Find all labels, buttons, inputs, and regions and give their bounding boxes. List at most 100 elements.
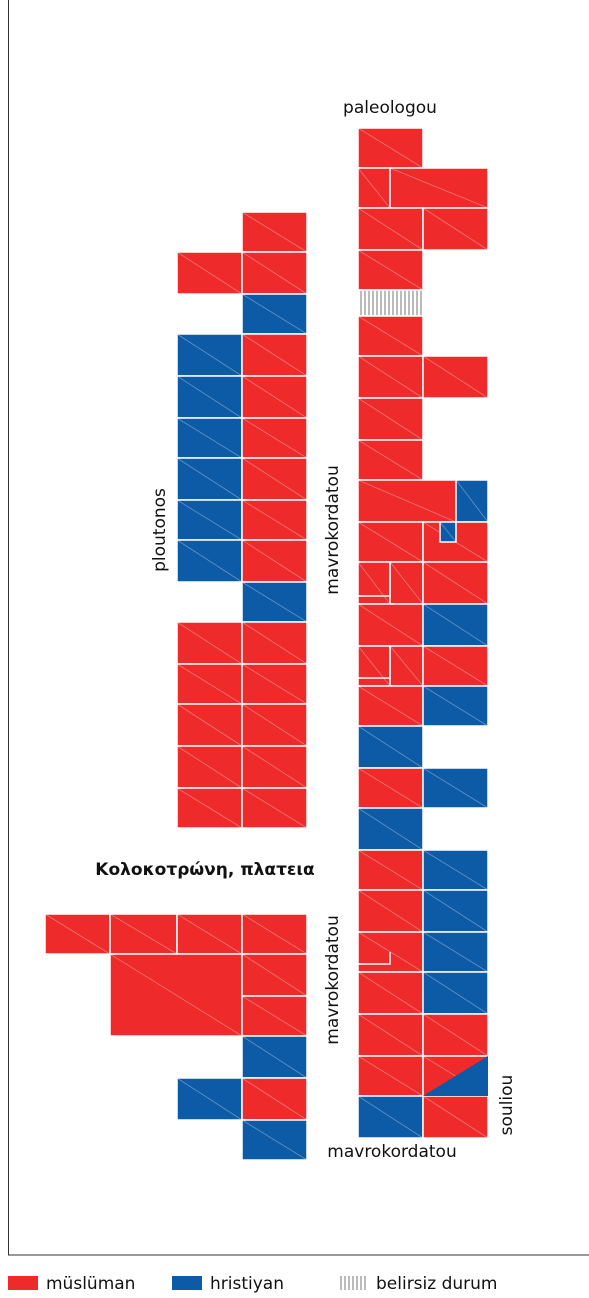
legend-swatch xyxy=(172,1276,202,1290)
hatch xyxy=(357,521,424,563)
block xyxy=(241,375,308,419)
block xyxy=(176,251,243,295)
hatch xyxy=(389,645,424,687)
block xyxy=(422,767,489,809)
hatch xyxy=(422,971,489,1015)
block xyxy=(357,479,457,523)
hatch xyxy=(241,995,308,1037)
block xyxy=(422,685,489,727)
block xyxy=(241,581,308,623)
frame xyxy=(8,0,589,1256)
hatch xyxy=(241,663,308,705)
hatch xyxy=(422,889,489,933)
hatch xyxy=(109,953,243,1037)
hatch xyxy=(422,355,489,399)
hatch xyxy=(357,807,424,851)
hatch xyxy=(422,849,489,891)
hatch xyxy=(176,703,243,747)
hatch xyxy=(241,1077,308,1121)
street-label: mavrokordatou xyxy=(323,465,343,594)
block-split xyxy=(423,1056,488,1096)
legend-label: hristiyan xyxy=(210,1274,284,1294)
hatch xyxy=(176,745,243,789)
block xyxy=(357,315,424,357)
block xyxy=(176,499,243,541)
hatch xyxy=(357,603,424,647)
block xyxy=(357,603,424,647)
block xyxy=(176,787,243,829)
block xyxy=(176,621,243,665)
hatch xyxy=(241,913,308,955)
hatch xyxy=(439,521,457,543)
hatch xyxy=(422,1013,489,1057)
hatch xyxy=(176,913,243,955)
block xyxy=(422,355,489,399)
hatch xyxy=(241,703,308,747)
block xyxy=(357,521,424,563)
block xyxy=(44,913,111,955)
hatch xyxy=(176,499,243,541)
block xyxy=(422,603,489,647)
hatch xyxy=(357,849,424,891)
hatch xyxy=(357,725,424,769)
block xyxy=(422,889,489,933)
hatch xyxy=(389,561,424,605)
street-label: mavrokordatou xyxy=(323,915,343,1044)
block xyxy=(422,849,489,891)
hatch xyxy=(176,417,243,459)
notch xyxy=(358,952,391,965)
hatch xyxy=(241,1119,308,1161)
block xyxy=(357,439,424,481)
hatch xyxy=(176,621,243,665)
block xyxy=(176,1077,243,1121)
hatch xyxy=(176,375,243,419)
hatch xyxy=(241,745,308,789)
hatch xyxy=(357,1095,424,1139)
block xyxy=(357,127,424,169)
hatch xyxy=(241,375,308,419)
hatch xyxy=(357,397,424,441)
block xyxy=(422,561,489,605)
hatch xyxy=(241,1035,308,1079)
hatch xyxy=(176,539,243,583)
hatch xyxy=(241,333,308,377)
block xyxy=(422,971,489,1015)
hatch xyxy=(357,167,391,209)
block xyxy=(357,355,424,399)
hatch xyxy=(357,561,391,605)
street-label: ploutonos xyxy=(150,488,170,572)
block xyxy=(241,333,308,377)
hatch xyxy=(455,479,489,523)
legend: müslüman hristiyan belirsiz durum xyxy=(8,1274,497,1294)
hatch xyxy=(176,333,243,377)
hatch xyxy=(357,1013,424,1057)
block xyxy=(357,849,424,891)
hatch xyxy=(241,787,308,829)
block xyxy=(241,621,308,665)
block xyxy=(241,293,308,335)
hatch xyxy=(241,457,308,501)
hatch xyxy=(422,561,489,605)
block xyxy=(176,333,243,377)
hatch xyxy=(357,685,424,727)
block xyxy=(389,167,489,209)
block xyxy=(357,1095,424,1139)
hatch xyxy=(357,479,457,523)
block xyxy=(357,645,391,687)
hatch xyxy=(357,767,424,809)
block xyxy=(241,913,308,955)
hatch xyxy=(357,1055,424,1097)
hatch xyxy=(176,663,243,705)
hatch xyxy=(176,787,243,829)
block xyxy=(357,289,424,317)
block xyxy=(357,767,424,809)
block xyxy=(241,417,308,459)
hatch xyxy=(357,355,424,399)
block xyxy=(176,745,243,789)
block xyxy=(241,787,308,829)
hatch xyxy=(422,685,489,727)
block xyxy=(241,1077,308,1121)
notch xyxy=(358,646,391,679)
street-label: paleologou xyxy=(343,98,437,118)
hatch xyxy=(241,953,308,997)
